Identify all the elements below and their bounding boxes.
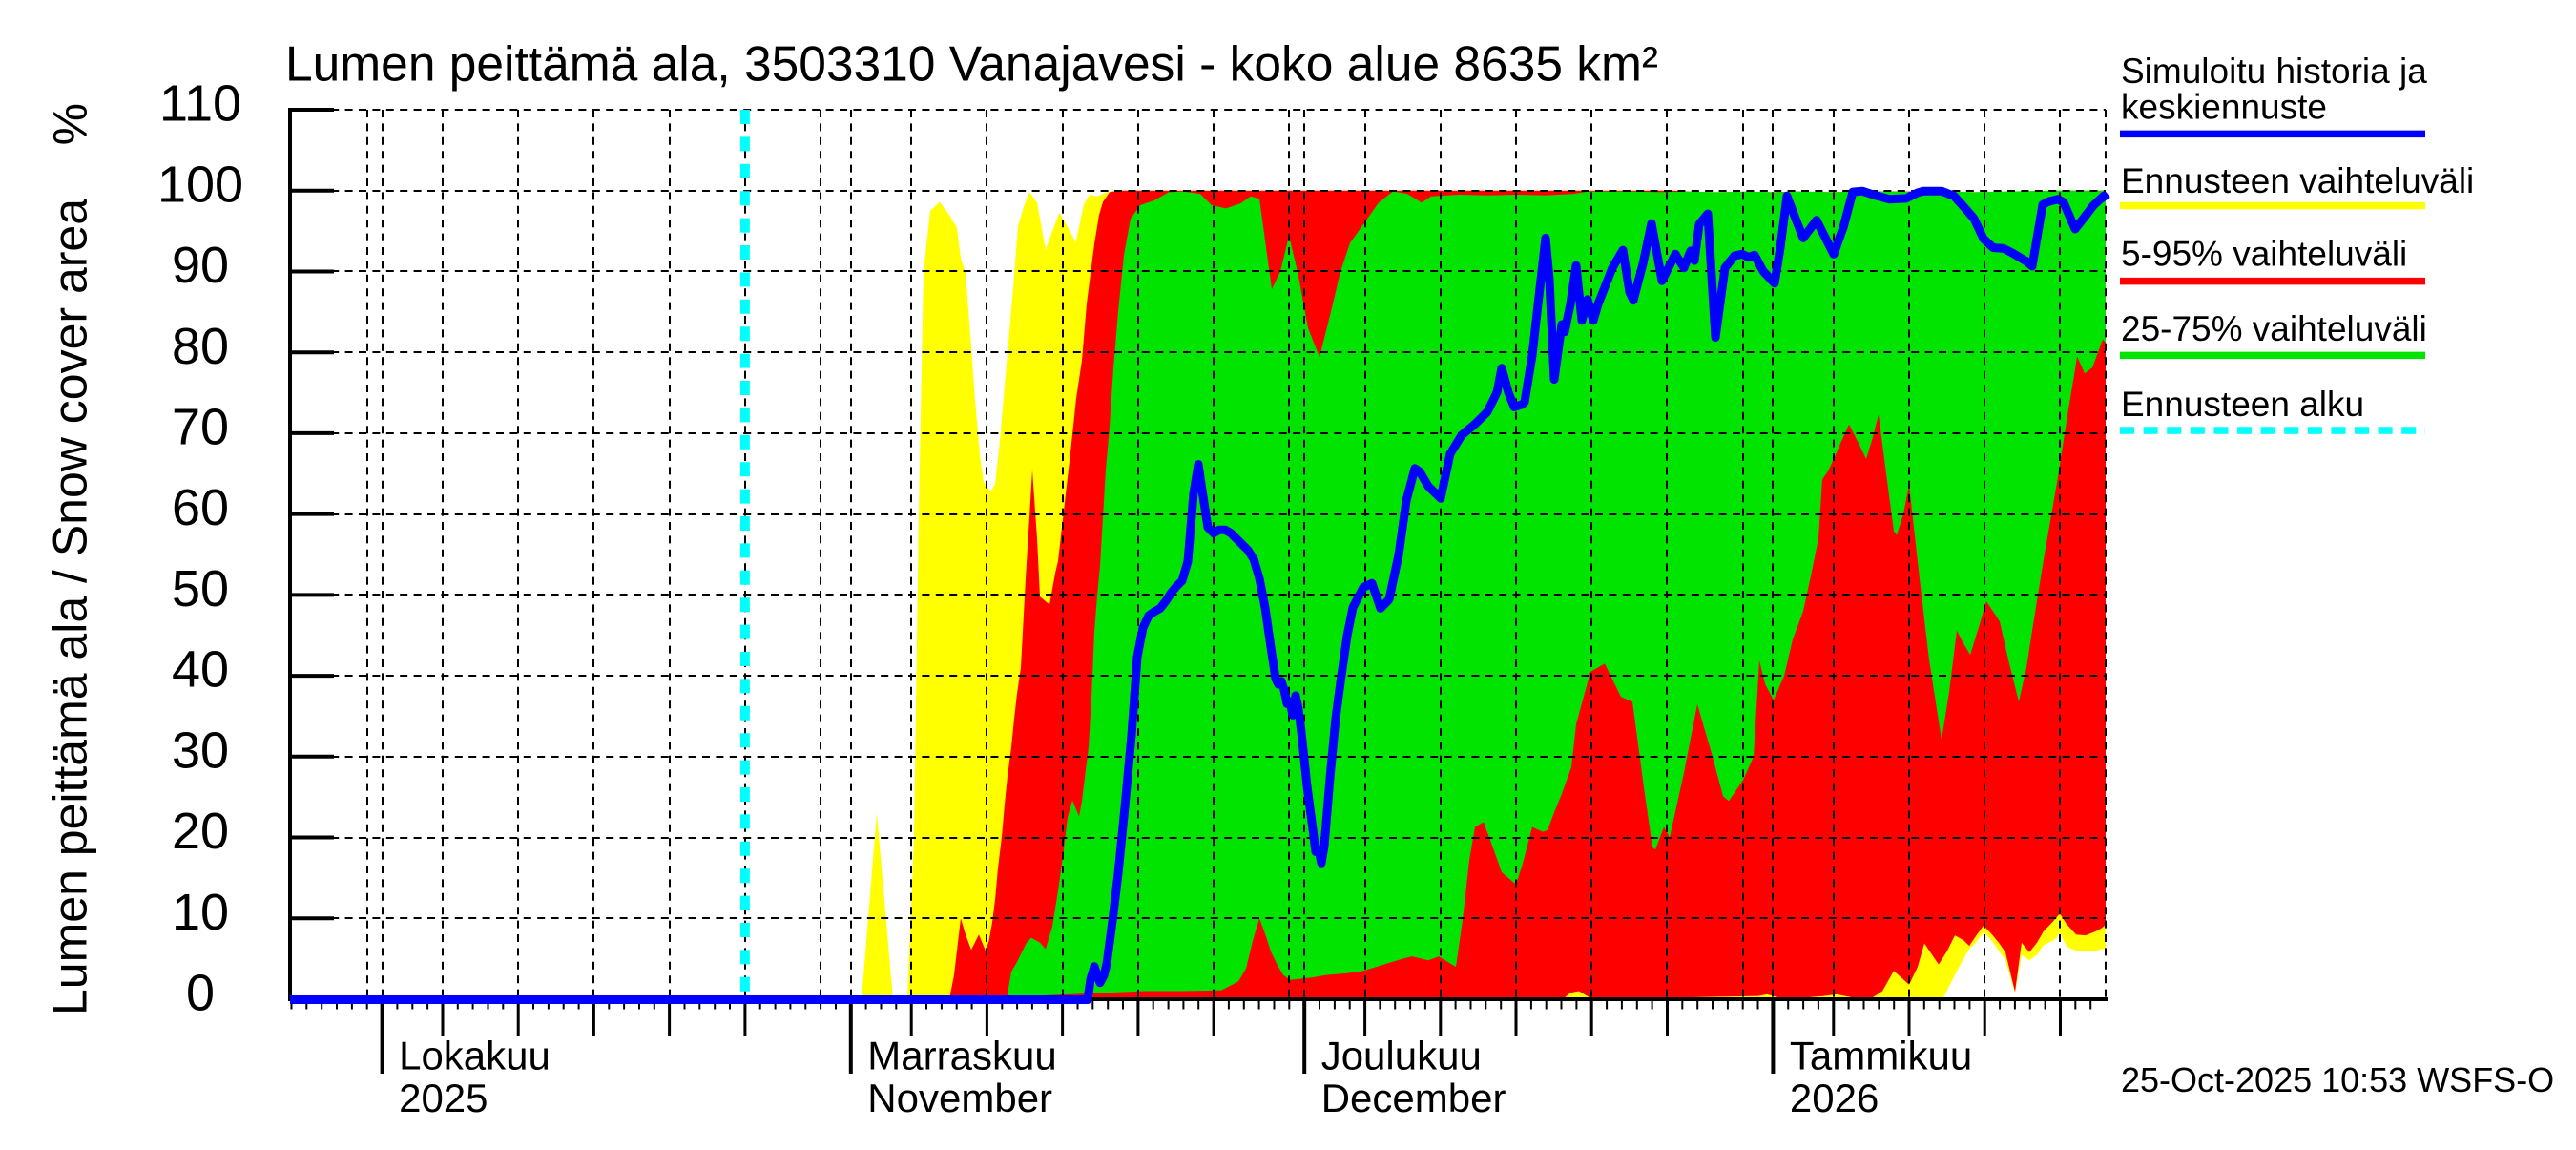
svg-text:25-75% vaihteluväli: 25-75% vaihteluväli — [2121, 309, 2427, 348]
svg-text:Ennusteen vaihteluväli: Ennusteen vaihteluväli — [2121, 161, 2474, 200]
svg-text:2025: 2025 — [399, 1076, 488, 1120]
svg-text:20: 20 — [172, 803, 229, 860]
svg-text:70: 70 — [172, 399, 229, 456]
svg-text:0: 0 — [186, 965, 215, 1022]
svg-text:December: December — [1321, 1076, 1506, 1120]
svg-text:Joulukuu: Joulukuu — [1321, 1033, 1482, 1077]
svg-text:Marraskuu: Marraskuu — [867, 1033, 1056, 1077]
svg-text:100: 100 — [157, 156, 243, 213]
svg-text:keskiennuste: keskiennuste — [2121, 88, 2327, 127]
svg-text:10: 10 — [172, 884, 229, 941]
svg-text:25-Oct-2025 10:53 WSFS-O: 25-Oct-2025 10:53 WSFS-O — [2121, 1060, 2554, 1099]
svg-text:30: 30 — [172, 721, 229, 779]
svg-text:Ennusteen alku: Ennusteen alku — [2121, 385, 2364, 424]
svg-text:60: 60 — [172, 479, 229, 536]
svg-text:Lokakuu: Lokakuu — [399, 1033, 551, 1077]
svg-text:5-95% vaihteluväli: 5-95% vaihteluväli — [2121, 235, 2407, 274]
svg-text:50: 50 — [172, 560, 229, 617]
svg-text:Tammikuu: Tammikuu — [1790, 1033, 1972, 1077]
svg-text:2026: 2026 — [1790, 1076, 1879, 1120]
svg-text:40: 40 — [172, 641, 229, 699]
svg-text:80: 80 — [172, 318, 229, 375]
svg-text:Lumen peittämä ala, 3503310 Va: Lumen peittämä ala, 3503310 Vanajavesi -… — [285, 36, 1658, 92]
svg-text:November: November — [867, 1076, 1052, 1120]
svg-text:Simuloitu historia ja: Simuloitu historia ja — [2121, 52, 2427, 91]
svg-text:Lumen peittämä ala / Snow cove: Lumen peittämä ala / Snow cover area % — [44, 103, 97, 1015]
svg-text:90: 90 — [172, 237, 229, 294]
svg-text:110: 110 — [159, 75, 241, 133]
